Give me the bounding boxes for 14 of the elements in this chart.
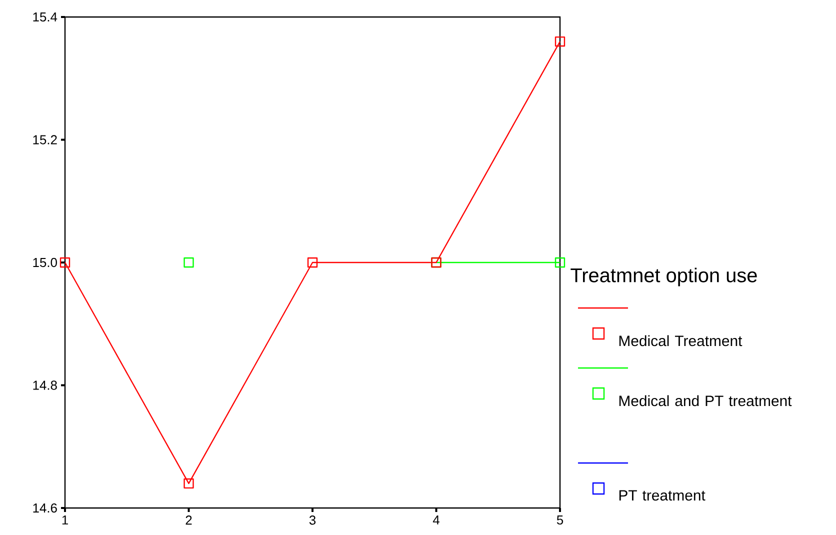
y-tick-label: 14.8: [33, 380, 57, 390]
legend-label: Medical Treatment: [619, 335, 742, 346]
x-tick-label: 2: [186, 516, 192, 525]
y-tick-label: 14.6: [33, 503, 57, 513]
x-tick-label: 3: [309, 516, 316, 525]
legend-title: Treatmnet option use: [570, 268, 757, 286]
y-tick-label: 15.2: [33, 135, 57, 144]
y-tick-label: 15.0: [33, 258, 57, 268]
legend-label: Medical and PT treatment: [619, 395, 792, 406]
x-tick-label: 1: [62, 516, 68, 524]
x-tick-label: 5: [556, 516, 564, 525]
x-tick-label: 4: [432, 516, 440, 524]
legend-label: PT treatment: [619, 490, 706, 501]
y-tick-label: 15.4: [33, 12, 58, 22]
